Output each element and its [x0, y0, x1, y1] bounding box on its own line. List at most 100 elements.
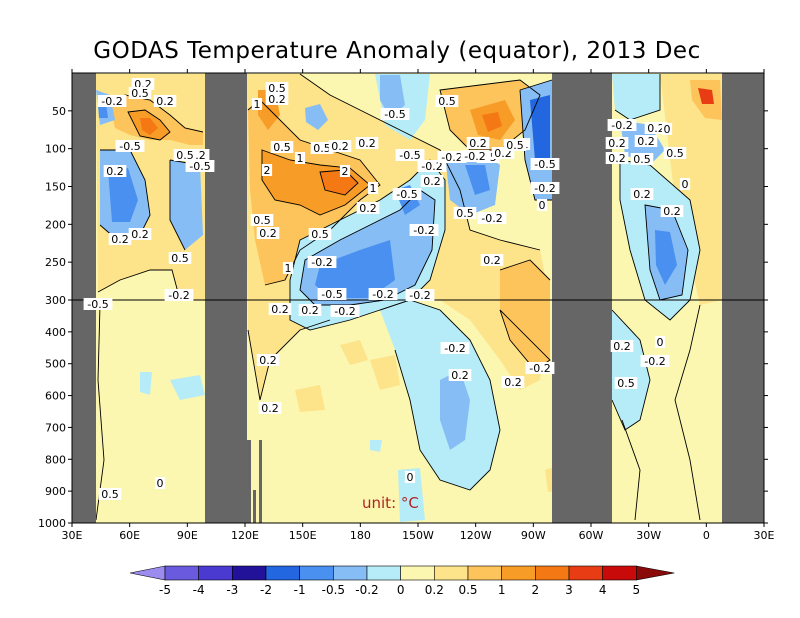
contour-label-bg [83, 298, 113, 310]
y-tick-label: 1000 [38, 517, 66, 530]
contour-label-bg [173, 149, 197, 161]
region-deep-patch-7 [398, 468, 425, 522]
contour-label-bg [480, 254, 504, 266]
contour-label: 0 [682, 178, 689, 191]
contour-label: 0.2 [106, 165, 124, 178]
contour-label-bg [404, 471, 416, 483]
colorbar-cell [602, 565, 637, 581]
colorbar-label: 2 [532, 583, 540, 597]
contour-label-bg [660, 205, 684, 217]
contour-label: -0.5 [384, 108, 405, 121]
contour-label-bg [536, 199, 548, 211]
contour-label: 0.2 [259, 354, 277, 367]
colorbar: -5 -4 -3 -2 -1 -0.5 -0.2 0 0.2 0.5 1 2 3 4 5 [129, 565, 675, 597]
colorbar-label: 0.2 [425, 583, 444, 597]
contour-label-bg [128, 87, 152, 99]
contour-label-bg [640, 355, 670, 367]
colorbar-cell [501, 565, 536, 581]
land-south-america [552, 73, 612, 523]
colorbar-cell [568, 565, 603, 581]
y-tick-label: 150 [45, 181, 66, 194]
colorbar-label: -1 [294, 583, 306, 597]
contour-label-bg [355, 137, 379, 149]
region-atl-blue-deep [655, 230, 677, 285]
region-deep-patch-3 [340, 340, 368, 365]
contour-label-bg [256, 354, 280, 366]
contour-cp-3 [379, 299, 501, 491]
contour-label: -0.5 [119, 140, 140, 153]
region-atl-light-orange [660, 74, 722, 305]
colorbar-cell [333, 565, 368, 581]
contour-cp-1 [289, 159, 446, 331]
region-ep-red [482, 112, 502, 132]
contour-label-bg [308, 228, 332, 240]
contour-label: 0.2 [647, 122, 665, 135]
x-tick-label: 90W [521, 529, 546, 542]
contour-label: -0.2 [101, 95, 122, 108]
contour-label-bg [605, 137, 629, 149]
region-cp-blue-mid [465, 165, 490, 195]
contour-label-bg [356, 202, 380, 214]
colorbar-label: -5 [159, 583, 171, 597]
contour-label: 0 [157, 477, 164, 490]
contour-label-bg [525, 362, 555, 374]
contour-atl-4 [611, 309, 651, 431]
contour-label: 1 [285, 262, 292, 275]
y-tick-label: 200 [45, 218, 66, 231]
x-tick-label: 150W [402, 529, 434, 542]
colorbar-cell [232, 565, 267, 581]
y-tick-label: 100 [45, 143, 66, 156]
contour-label-bg [154, 477, 166, 489]
contour-label-bg [437, 151, 467, 163]
colorbar-cell [400, 565, 435, 581]
region-deep-patch-4 [370, 355, 400, 390]
contour-label: 0.5 [268, 82, 286, 95]
contour-label-bg [395, 149, 425, 161]
contour-label: 0.2 [301, 304, 319, 317]
contour-label: -0.2 [334, 305, 355, 318]
contour-label: 0.5 [131, 87, 149, 100]
contour-label: 2 [342, 165, 349, 178]
contour-label-bg [310, 142, 334, 154]
colorbar-label: 0 [397, 583, 405, 597]
contour-label: -0.2 [644, 355, 665, 368]
contour-label: 0 [664, 123, 671, 136]
contour-label: 0.5 [253, 214, 271, 227]
land-spike-3 [259, 440, 262, 523]
region-io-cool-east [170, 160, 203, 250]
contour-label: -0.5 [321, 288, 342, 301]
contour-label-bg [460, 150, 490, 162]
contour-label: 0.2 [331, 140, 349, 153]
contour-label-bg [392, 188, 422, 200]
contour-label: 0.2 [451, 369, 469, 382]
contour-label: 0 [657, 336, 664, 349]
contour-label-bg [307, 256, 337, 268]
contour-label: 0.2 [608, 152, 626, 165]
contour-label-bg [409, 224, 439, 236]
contour-label-bg [503, 139, 527, 151]
contour-label-bg [108, 233, 132, 245]
y-tick-label: 900 [45, 485, 66, 498]
contour-label-bg [661, 123, 673, 135]
contour-label: 0.5 [313, 142, 331, 155]
contour-label: 0.2 [358, 137, 376, 150]
contour-label: 0 [539, 199, 546, 212]
region-deep-patch-6 [370, 440, 382, 452]
contour-label-bg [654, 336, 666, 348]
contour-label-bg [630, 153, 654, 165]
contour-label: -0.5 [399, 149, 420, 162]
contour-label: 0.2 [483, 254, 501, 267]
contour-label: 0.2 [469, 137, 487, 150]
y-tick-label: 300 [45, 294, 66, 307]
contour-io-1 [97, 269, 181, 301]
contour-wp-1 [247, 99, 381, 286]
contour-label-bg [168, 252, 192, 264]
contour-label: -0.5 [396, 188, 417, 201]
contour-label: 0.2 [663, 205, 681, 218]
contour-label: 0.5 [101, 488, 119, 501]
colorbar-cell-max [636, 565, 675, 581]
contour-label-bg [268, 303, 292, 315]
region-atl-red-spot [698, 88, 714, 104]
contour-label: -0.2 [409, 289, 430, 302]
contour-label-bg [448, 369, 472, 381]
